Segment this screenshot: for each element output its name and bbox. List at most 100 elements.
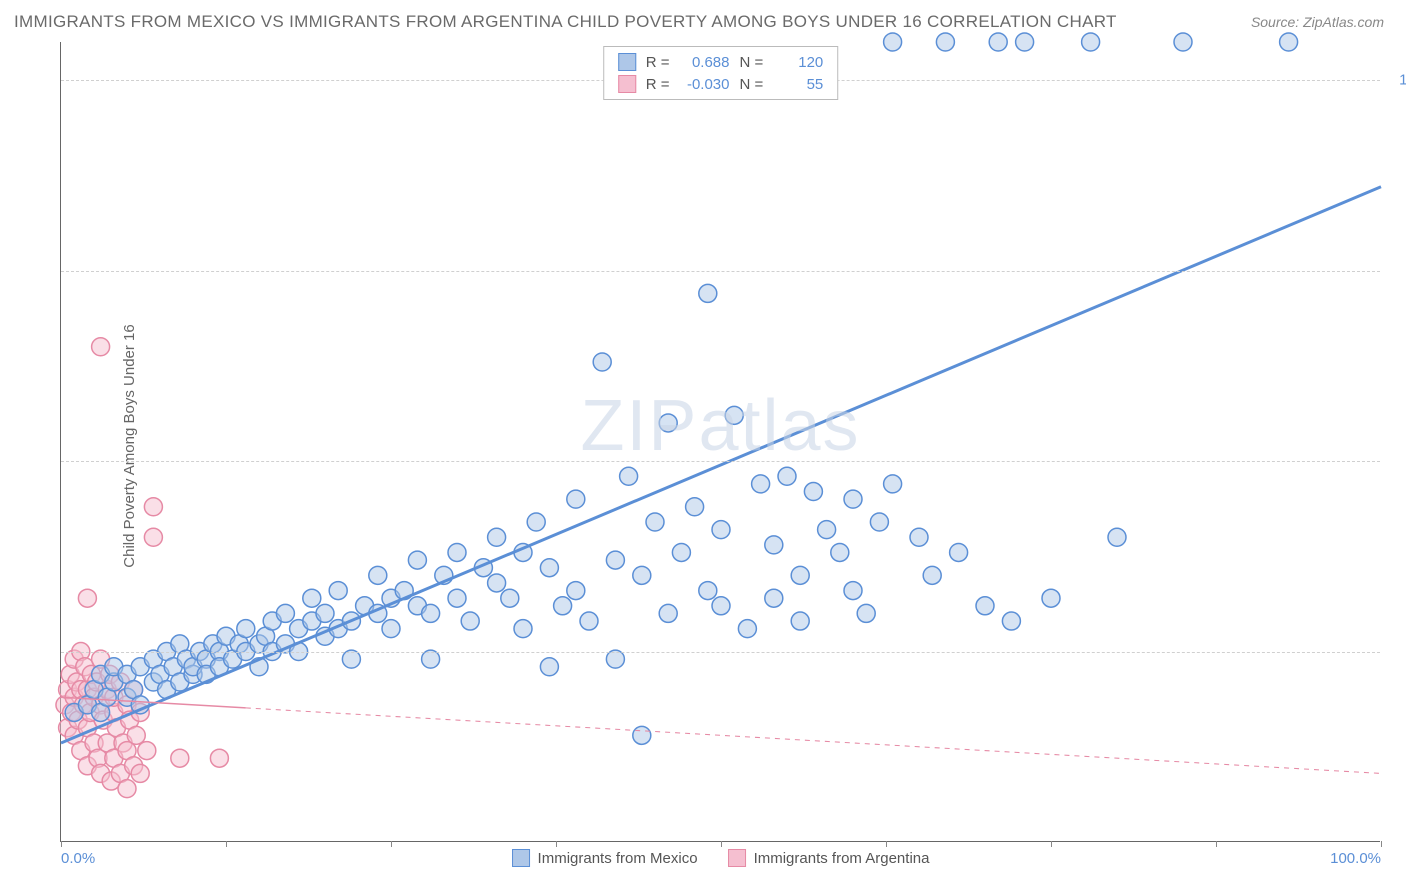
legend-n-value-argentina: 55 bbox=[773, 76, 823, 93]
data-point bbox=[593, 353, 611, 371]
data-point bbox=[606, 650, 624, 668]
data-point bbox=[131, 764, 149, 782]
y-tick-label: 25.0% bbox=[1390, 643, 1406, 660]
data-point bbox=[765, 589, 783, 607]
data-point bbox=[276, 604, 294, 622]
x-tick-mark bbox=[721, 841, 722, 847]
data-point bbox=[144, 498, 162, 516]
data-point bbox=[699, 284, 717, 302]
data-point bbox=[237, 620, 255, 638]
x-tick-mark bbox=[61, 841, 62, 847]
data-point bbox=[752, 475, 770, 493]
data-point bbox=[844, 490, 862, 508]
data-point bbox=[791, 566, 809, 584]
data-point bbox=[884, 33, 902, 51]
data-point bbox=[712, 521, 730, 539]
data-point bbox=[514, 620, 532, 638]
data-point bbox=[540, 559, 558, 577]
data-point bbox=[804, 483, 822, 501]
x-tick-mark bbox=[556, 841, 557, 847]
data-point bbox=[659, 414, 677, 432]
data-point bbox=[910, 528, 928, 546]
x-tick-mark bbox=[391, 841, 392, 847]
data-point bbox=[329, 582, 347, 600]
data-point bbox=[765, 536, 783, 554]
x-tick-mark bbox=[886, 841, 887, 847]
legend-swatch-mexico bbox=[512, 849, 530, 867]
data-point bbox=[936, 33, 954, 51]
legend-r-value-argentina: -0.030 bbox=[680, 76, 730, 93]
data-point bbox=[950, 543, 968, 561]
y-tick-label: 50.0% bbox=[1390, 453, 1406, 470]
legend-item-mexico: Immigrants from Mexico bbox=[512, 849, 698, 867]
data-point bbox=[646, 513, 664, 531]
legend-n-value-mexico: 120 bbox=[773, 54, 823, 71]
data-point bbox=[488, 574, 506, 592]
data-point bbox=[884, 475, 902, 493]
data-point bbox=[791, 612, 809, 630]
x-tick-mark bbox=[226, 841, 227, 847]
data-point bbox=[567, 490, 585, 508]
x-tick-label: 0.0% bbox=[61, 850, 95, 867]
data-point bbox=[1108, 528, 1126, 546]
legend-item-argentina: Immigrants from Argentina bbox=[728, 849, 930, 867]
data-point bbox=[1016, 33, 1034, 51]
data-point bbox=[712, 597, 730, 615]
data-point bbox=[488, 528, 506, 546]
legend-stats-row-mexico: R = 0.688 N = 120 bbox=[618, 51, 824, 73]
data-point bbox=[580, 612, 598, 630]
chart-svg bbox=[61, 42, 1380, 841]
y-tick-label: 75.0% bbox=[1390, 262, 1406, 279]
data-point bbox=[1280, 33, 1298, 51]
plot-area: ZIPatlas R = 0.688 N = 120 R = -0.030 N … bbox=[60, 42, 1380, 842]
data-point bbox=[567, 582, 585, 600]
legend-r-value-mexico: 0.688 bbox=[680, 54, 730, 71]
data-point bbox=[923, 566, 941, 584]
data-point bbox=[606, 551, 624, 569]
data-point bbox=[672, 543, 690, 561]
data-point bbox=[448, 589, 466, 607]
data-point bbox=[540, 658, 558, 676]
x-tick-mark bbox=[1051, 841, 1052, 847]
data-point bbox=[448, 543, 466, 561]
legend-swatch-argentina bbox=[728, 849, 746, 867]
data-point bbox=[659, 604, 677, 622]
data-point bbox=[316, 604, 334, 622]
data-point bbox=[422, 604, 440, 622]
legend-label-mexico: Immigrants from Mexico bbox=[538, 850, 698, 867]
y-tick-label: 100.0% bbox=[1390, 72, 1406, 89]
data-point bbox=[342, 650, 360, 668]
legend-r-label: R = bbox=[646, 76, 670, 93]
data-point bbox=[171, 749, 189, 767]
data-point bbox=[138, 742, 156, 760]
data-point bbox=[857, 604, 875, 622]
data-point bbox=[92, 338, 110, 356]
gridline bbox=[61, 652, 1380, 653]
data-point bbox=[778, 467, 796, 485]
x-tick-mark bbox=[1216, 841, 1217, 847]
data-point bbox=[1042, 589, 1060, 607]
data-point bbox=[633, 726, 651, 744]
data-point bbox=[382, 620, 400, 638]
data-point bbox=[620, 467, 638, 485]
data-point bbox=[501, 589, 519, 607]
data-point bbox=[831, 543, 849, 561]
data-point bbox=[554, 597, 572, 615]
data-point bbox=[870, 513, 888, 531]
data-point bbox=[78, 589, 96, 607]
legend-n-label: N = bbox=[740, 76, 764, 93]
data-point bbox=[989, 33, 1007, 51]
data-point bbox=[725, 406, 743, 424]
data-point bbox=[422, 650, 440, 668]
data-point bbox=[633, 566, 651, 584]
legend-stats: R = 0.688 N = 120 R = -0.030 N = 55 bbox=[603, 46, 839, 100]
data-point bbox=[127, 726, 145, 744]
data-point bbox=[408, 551, 426, 569]
data-point bbox=[686, 498, 704, 516]
data-point bbox=[844, 582, 862, 600]
legend-swatch-mexico bbox=[618, 53, 636, 71]
data-point bbox=[210, 749, 228, 767]
data-point bbox=[1082, 33, 1100, 51]
source-label: Source: ZipAtlas.com bbox=[1251, 14, 1384, 30]
x-tick-label: 100.0% bbox=[1330, 850, 1381, 867]
